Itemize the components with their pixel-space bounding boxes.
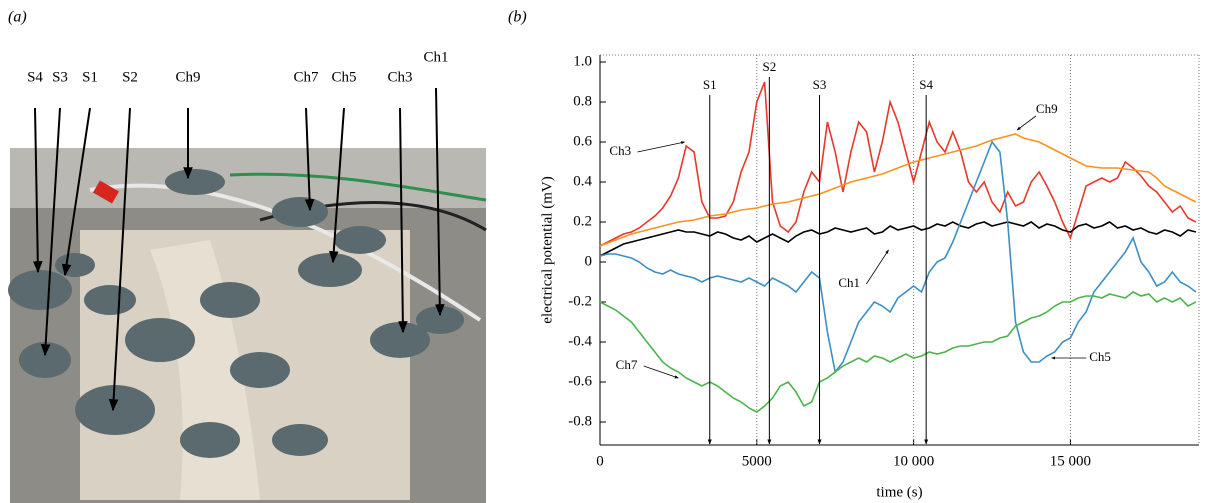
- panel-label: (b): [508, 9, 527, 26]
- photo-label: Ch9: [175, 69, 200, 85]
- photo-arrow: [33, 107, 43, 274]
- photo-arrow: [398, 107, 408, 334]
- y-axis-title: electrical potential (mV): [539, 176, 555, 323]
- photo-arrow: [304, 107, 315, 212]
- stimulus-label: S1: [703, 77, 717, 92]
- photo-label: Ch7: [293, 69, 319, 85]
- series-line: [599, 221, 1197, 257]
- stimulus-label: S4: [919, 77, 933, 92]
- x-axis-title: time (s): [876, 484, 922, 500]
- photo-arrow: [61, 107, 91, 277]
- series-line: [599, 81, 1197, 247]
- y-tick-label: -0.4: [568, 333, 592, 349]
- photo-label: S1: [82, 69, 98, 85]
- photo-label: Ch5: [331, 69, 356, 85]
- photo-arrow: [435, 87, 445, 317]
- y-tick-label: -0.6: [568, 373, 592, 389]
- series-label: Ch9: [1036, 101, 1058, 116]
- stimulus-label: S3: [813, 77, 827, 92]
- panel-label: (a): [8, 9, 27, 26]
- y-tick-label: 0.2: [573, 213, 592, 229]
- photo-label: Ch3: [387, 69, 412, 85]
- photo-label: S4: [27, 69, 43, 85]
- stimulus-label: S2: [762, 59, 776, 74]
- photo-label: S3: [52, 69, 68, 85]
- series-label: Ch3: [609, 143, 631, 158]
- photo-arrow: [328, 107, 345, 264]
- series-pointer: [1016, 115, 1037, 131]
- x-tick-label: 5000: [742, 453, 772, 469]
- y-tick-label: -0.2: [568, 293, 592, 309]
- y-tick-label: -0.8: [568, 413, 592, 429]
- photo-arrow: [108, 107, 131, 412]
- x-tick-label: 0: [596, 453, 604, 469]
- series-line: [599, 133, 1197, 247]
- series-label: Ch1: [838, 275, 860, 290]
- y-tick-label: 1.0: [573, 53, 592, 69]
- photo-label: Ch1: [423, 49, 448, 65]
- series-pointer: [637, 141, 686, 153]
- series-label: Ch7: [616, 357, 638, 372]
- x-tick-label: 15 000: [1050, 453, 1091, 469]
- photo-label: S2: [122, 69, 138, 85]
- photo: [8, 148, 487, 503]
- series-pointer: [866, 249, 889, 285]
- photo-arrow: [40, 107, 61, 357]
- series-line: [599, 291, 1197, 413]
- y-tick-label: 0.8: [573, 93, 592, 109]
- series-pointer: [643, 365, 679, 379]
- y-tick-label: 0.6: [573, 133, 592, 149]
- y-tick-label: 0.4: [573, 173, 592, 189]
- y-tick-label: 0: [585, 253, 593, 269]
- x-tick-label: 10 000: [893, 453, 934, 469]
- series-line: [599, 140, 1197, 374]
- series-label: Ch5: [1089, 349, 1111, 364]
